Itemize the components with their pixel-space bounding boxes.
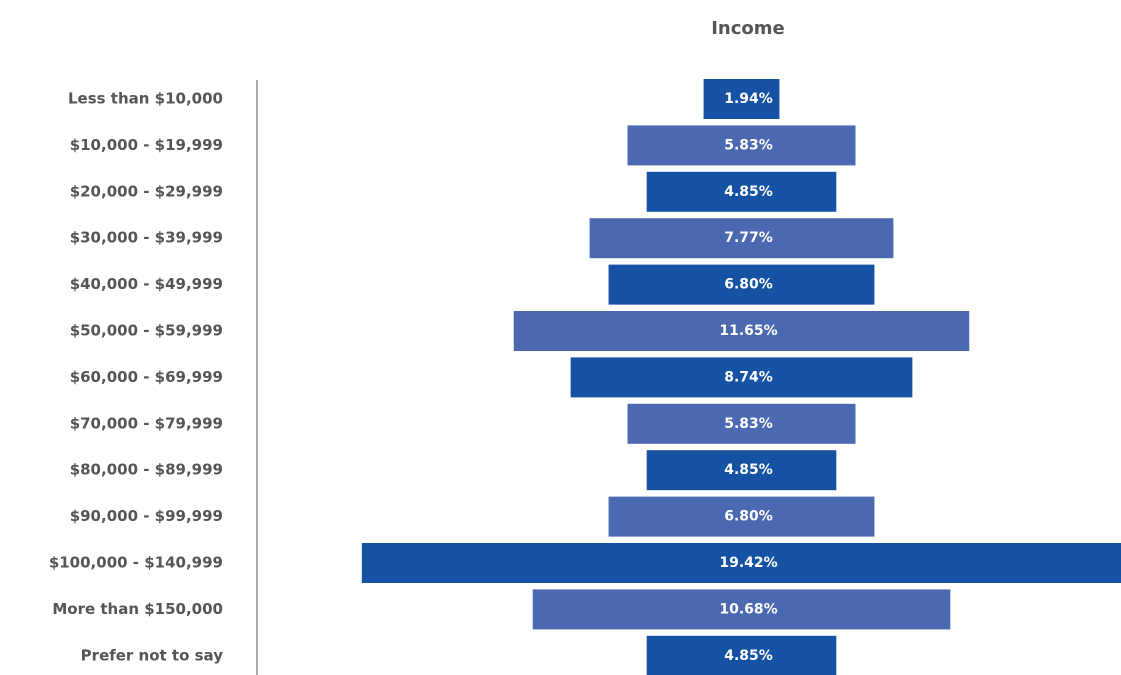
category-label: $40,000 - $49,999 <box>70 275 223 293</box>
value-label: 6.80% <box>724 509 773 525</box>
category-label: Prefer not to say <box>81 646 224 664</box>
bar <box>646 450 837 491</box>
bar <box>513 311 970 351</box>
bar <box>361 543 1121 583</box>
value-label: 11.65% <box>719 323 777 339</box>
value-label: 19.42% <box>719 555 777 571</box>
category-label: $10,000 - $19,999 <box>70 136 223 154</box>
value-label: 4.85% <box>724 462 773 478</box>
category-label: $80,000 - $89,999 <box>70 461 223 479</box>
bar <box>532 589 951 630</box>
bar <box>646 171 837 212</box>
bar <box>608 496 875 537</box>
bar <box>608 264 875 305</box>
bar <box>646 635 837 675</box>
category-label: $30,000 - $39,999 <box>70 229 223 247</box>
bar <box>627 403 856 444</box>
category-label: $90,000 - $99,999 <box>70 507 223 525</box>
value-label: 5.83% <box>724 416 773 432</box>
value-label: 1.94% <box>724 91 773 107</box>
value-label: 7.77% <box>724 230 773 246</box>
value-label: 4.85% <box>724 184 773 200</box>
category-label: $50,000 - $59,999 <box>70 322 223 340</box>
category-label: $70,000 - $79,999 <box>70 414 223 432</box>
value-label: 10.68% <box>719 601 777 617</box>
bar <box>627 125 856 166</box>
chart-title: Income <box>711 18 785 39</box>
category-label: $100,000 - $140,999 <box>49 554 223 572</box>
category-label: Less than $10,000 <box>68 90 223 108</box>
value-label: 6.80% <box>724 277 773 293</box>
value-label: 4.85% <box>724 648 773 664</box>
value-label: 5.83% <box>724 137 773 153</box>
bar <box>703 79 780 119</box>
bar <box>589 218 894 259</box>
value-label: 8.74% <box>724 369 773 385</box>
category-label: $60,000 - $69,999 <box>70 368 223 386</box>
category-label: $20,000 - $29,999 <box>70 182 223 200</box>
bar <box>570 357 913 398</box>
category-label: More than $150,000 <box>52 600 223 618</box>
